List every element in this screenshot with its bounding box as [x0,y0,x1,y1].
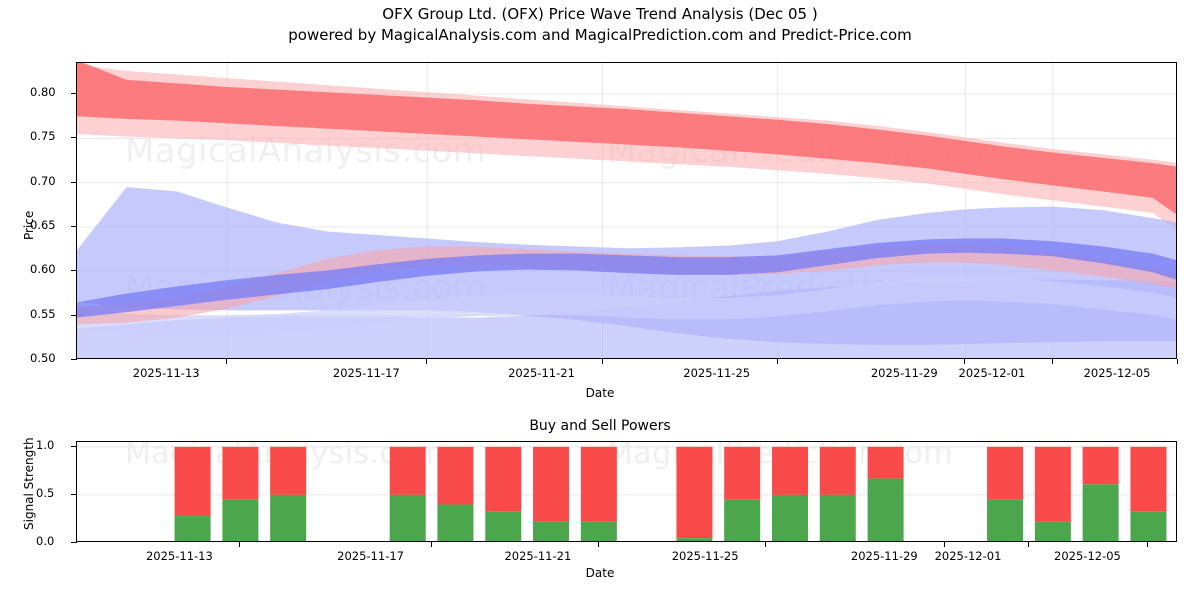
price-wave-panel: Price 0.50 0.55 0.60 0.65 0.70 0.75 0.80 2025-… [22,62,1178,400]
bar-sell-13 [987,446,1024,500]
price-x-tickmark-5 [1051,359,1053,364]
signal-x-tickmark-6 [1147,542,1149,547]
chart-title-block: OFX Group Ltd. (OFX) Price Wave Trend An… [0,4,1200,46]
price-x-tick-1: 2025-11-17 [332,366,400,380]
signal-x-tick-0: 2025-11-13 [145,549,213,563]
price-y-tick-0: 0.50 [30,351,56,365]
signal-x-tick-2: 2025-11-21 [504,549,572,563]
price-x-tick-2: 2025-11-21 [508,366,575,380]
signal-y-tick-0: 0.0 [36,534,55,548]
price-x-axis-label: Date [585,386,615,400]
bar-sell-11 [819,446,856,495]
price-wave-svg [77,63,1176,358]
price-plot-area[interactable]: MagicalAnalysis.com MagicalPrediction.co… [76,62,1177,359]
bar-buy-14 [1034,521,1071,541]
price-y-tickmark-1 [71,314,77,316]
buy-sell-plot-area[interactable]: MagicalAnalysis.com MagicalPrediction.co… [76,441,1177,542]
bar-sell-4 [437,446,474,505]
signal-y-tick-2: 1.0 [36,437,55,452]
buy-sell-panel: Buy and Sell Powers Signal Strength 0.0 0… [0,400,1200,600]
bar-buy-12 [867,478,904,541]
signal-x-tick-5: 2025-12-01 [934,549,1002,563]
price-y-tick-2: 0.60 [30,262,56,277]
price-y-tick-4: 0.70 [30,173,56,188]
signal-y-tickmark-2 [71,445,77,447]
signal-x-tickmark-5 [1028,542,1029,547]
signal-x-tickmark-0 [239,542,241,547]
signal-x-tickmark-3 [765,542,767,547]
signal-y-tick-1: 0.5 [36,485,55,500]
bar-buy-4 [437,504,474,541]
price-y-tickmark-2 [71,270,77,272]
bar-sell-7 [580,446,617,522]
bar-sell-1 [222,446,259,500]
buy-sell-x-axis-label: Date [585,566,615,580]
buy-sell-title: Buy and Sell Powers [529,418,671,434]
price-y-tickmark-4 [71,181,77,183]
price-x-tickmark-0 [226,359,228,364]
price-x-tickmark-3 [776,359,778,364]
signal-x-tick-1: 2025-11-17 [337,549,404,563]
bar-sell-16 [1130,446,1167,512]
signal-x-tick-6: 2025-12-05 [1054,549,1121,563]
price-y-tickmark-0 [71,359,77,360]
bar-sell-0 [174,446,211,517]
bar-sell-14 [1034,446,1071,522]
bar-sell-15 [1082,446,1119,485]
signal-y-tickmark-1 [71,493,77,495]
bar-buy-0 [174,516,211,541]
price-y-tick-6: 0.80 [30,85,56,100]
bar-buy-1 [222,499,259,541]
bar-sell-9 [724,446,761,500]
bar-buy-16 [1130,511,1167,541]
signal-strength-axis-label: Signal Strength [22,437,36,530]
bar-buy-9 [724,499,761,541]
price-x-tick-0: 2025-11-13 [132,366,200,380]
page-subtitle: powered by MagicalAnalysis.com and Magic… [288,26,912,44]
signal-y-tickmark-0 [71,542,77,543]
bar-sell-12 [867,446,904,479]
bar-buy-8 [676,538,713,541]
bar-buy-15 [1082,484,1119,541]
price-x-tick-6: 2025-12-05 [1083,366,1151,380]
signal-x-tickmark-2 [597,542,599,547]
price-x-tickmark-1 [426,359,428,364]
bar-sell-5 [485,446,522,512]
price-y-tick-1: 0.55 [30,306,56,321]
bar-buy-2 [270,494,307,541]
signal-x-tick-3: 2025-11-25 [671,549,739,563]
bar-sell-3 [389,446,426,495]
page-title: OFX Group Ltd. (OFX) Price Wave Trend An… [382,5,818,23]
price-x-tickmark-4 [964,359,966,364]
bar-buy-11 [819,494,856,541]
bar-buy-3 [389,494,426,541]
bar-buy-13 [987,499,1024,541]
price-y-tick-5: 0.75 [30,129,56,144]
price-x-tick-4: 2025-11-29 [870,366,938,380]
bar-buy-6 [533,521,570,541]
price-x-tickmark-2 [601,359,603,364]
signal-x-tick-4: 2025-11-29 [850,549,918,563]
price-y-tick-3: 0.65 [30,218,56,232]
bar-sell-2 [270,446,307,495]
signal-x-tickmark-1 [430,542,432,547]
price-x-tick-3: 2025-11-25 [683,366,751,380]
bar-sell-10 [772,446,809,495]
buy-sell-svg [77,446,1176,541]
bar-sell-8 [676,446,713,539]
price-y-tickmark-5 [71,137,77,139]
signal-x-tickmark-4 [944,542,946,547]
bar-buy-10 [772,494,809,541]
bar-sell-6 [533,446,570,522]
price-x-tickmark-6 [1177,359,1178,364]
bar-buy-5 [485,511,522,541]
price-y-tickmark-3 [71,226,77,227]
price-x-tick-5: 2025-12-01 [958,366,1026,380]
price-y-tickmark-6 [71,93,77,95]
bar-buy-7 [580,521,617,541]
